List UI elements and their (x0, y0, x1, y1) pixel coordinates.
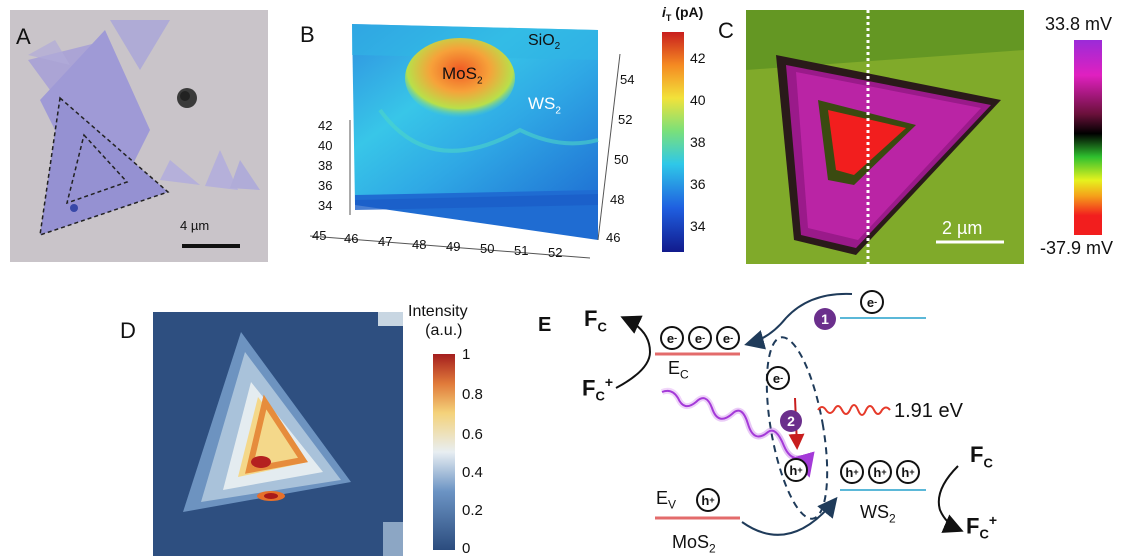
outer-triangle-outline (39, 96, 170, 237)
electron-carrier: e- (766, 366, 790, 390)
fc-left-bottom: FC+ (582, 374, 614, 404)
scale-bar-label: 2 µm (942, 218, 983, 238)
scale-bar (182, 244, 240, 248)
panel-c-colorbar-max: 33.8 mV (1045, 14, 1113, 34)
panel-c-label: C (718, 18, 734, 43)
tick-label: 52 (548, 245, 563, 260)
tick-label: 0.2 (462, 502, 483, 519)
ec-label: EC (668, 358, 689, 382)
panel-a: A 4 µm (10, 10, 268, 262)
panel-c-colorbar (1074, 40, 1102, 235)
fc-right-top: FC (970, 442, 993, 471)
tick-label: 48 (610, 192, 625, 207)
electron-carrier: e- (660, 326, 684, 350)
hole-carrier: h + (896, 460, 920, 484)
region-sio2-label: SiO2 (528, 32, 561, 53)
inner-triangle-outline (65, 133, 129, 205)
tick-label: 46 (344, 231, 359, 246)
panel-b-colorbar-title: iT (pA) (662, 4, 704, 23)
scale-bar-label: 4 µm (180, 218, 210, 233)
tick-label: 45 (312, 228, 327, 243)
tick-label: 51 (514, 243, 529, 258)
region-mos2-label: MoS2 (442, 64, 483, 87)
fc-left-top: FC (584, 306, 607, 335)
tick-label: 42 (318, 118, 333, 133)
tick-label: 36 (318, 178, 333, 193)
tick-label: 38 (318, 158, 333, 173)
hole-carrier: h + (868, 460, 892, 484)
emission-energy-label: 1.91 eV (894, 400, 963, 422)
tick-label: 52 (618, 112, 633, 127)
panel-b-colorbar (662, 32, 684, 252)
hole-carrier: h + (784, 458, 808, 482)
hole-carrier: h + (696, 488, 720, 512)
region-ws2-label: WS2 (528, 94, 561, 117)
tick-label: 0.6 (462, 426, 483, 443)
ws2-label: WS2 (860, 502, 896, 526)
tick-label: 34 (690, 218, 706, 234)
tick-label: 47 (378, 234, 393, 249)
panel-c-map: 2 µm (746, 10, 1024, 264)
tick-label: 42 (690, 50, 706, 66)
hole-carrier: h + (840, 460, 864, 484)
panel-a-micrograph (10, 10, 268, 262)
tick-label: 38 (690, 134, 706, 150)
ev-label: EV (656, 488, 677, 512)
panel-e-label: E (538, 314, 552, 336)
tick-label: 50 (614, 152, 629, 167)
tick-label: 40 (318, 138, 333, 153)
tick-label: 46 (606, 230, 621, 245)
fc-right-bottom: FC+ (966, 512, 998, 542)
absorption-wave (660, 387, 811, 473)
panel-a-label: A (16, 24, 31, 49)
panel-d-map (153, 312, 403, 556)
step-2-badge: 2 (780, 410, 802, 432)
tick-label: 1 (462, 346, 471, 363)
right-redox-arrow (937, 465, 964, 533)
tick-label: 34 (318, 198, 333, 213)
electron-carrier: e- (716, 326, 740, 350)
tick-label: 36 (690, 176, 706, 192)
panel-b-label: B (300, 22, 315, 47)
emission-wave (817, 404, 891, 416)
panel-d-label: D (120, 318, 136, 343)
electron-carrier: e- (860, 290, 884, 314)
tick-label: 54 (620, 72, 635, 87)
electron-carrier: e- (688, 326, 712, 350)
step-1-badge: 1 (814, 308, 836, 330)
left-redox-arrow (615, 315, 652, 389)
tick-label: 48 (412, 237, 427, 252)
mos2-label: MoS2 (672, 532, 716, 556)
panel-c-colorbar-min: -37.9 mV (1040, 238, 1114, 258)
hole-transfer-arrow (741, 496, 838, 536)
tick-label: 50 (480, 241, 495, 256)
tick-label: 0 (462, 540, 471, 557)
panel-d-intensity-map (153, 312, 403, 556)
panel-c-potential-map (746, 10, 1024, 264)
tick-label: 49 (446, 239, 461, 254)
tick-label: 0.8 (462, 386, 483, 403)
tick-label: 0.4 (462, 464, 483, 481)
tick-label: 40 (690, 92, 706, 108)
panel-d-colorbar (433, 354, 455, 550)
electron-transfer-arrow (744, 292, 853, 350)
panel-d-colorbar-title: Intensity (a.u.) (408, 303, 468, 339)
